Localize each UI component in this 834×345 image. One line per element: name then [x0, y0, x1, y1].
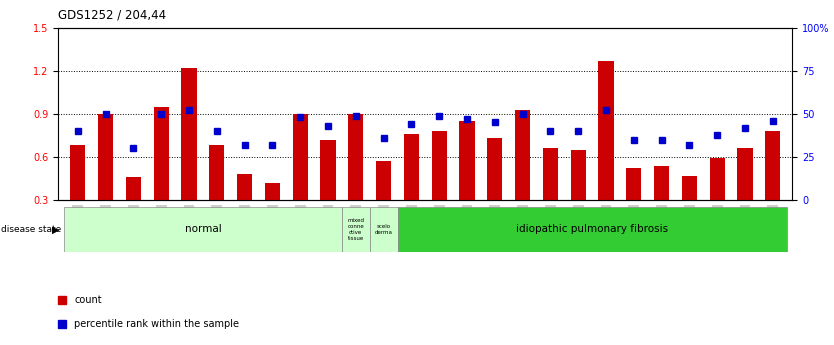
Bar — [431, 131, 447, 200]
Bar — [626, 168, 641, 200]
Bar — [126, 177, 141, 200]
Bar — [98, 114, 113, 200]
Bar — [570, 150, 585, 200]
Bar — [181, 68, 197, 200]
Bar — [376, 161, 391, 200]
Bar — [543, 148, 558, 200]
Bar — [342, 207, 369, 252]
Text: ▶: ▶ — [52, 225, 59, 234]
Bar — [460, 121, 475, 200]
Bar — [598, 61, 614, 200]
Bar — [765, 131, 781, 200]
Bar — [209, 146, 224, 200]
Text: count: count — [74, 295, 102, 305]
Text: idiopathic pulmonary fibrosis: idiopathic pulmonary fibrosis — [516, 225, 668, 234]
Bar — [710, 158, 725, 200]
Bar — [237, 174, 252, 200]
Text: percentile rank within the sample: percentile rank within the sample — [74, 319, 239, 329]
Bar — [293, 114, 308, 200]
Bar — [153, 107, 168, 200]
Bar — [654, 166, 669, 200]
Bar — [264, 183, 280, 200]
Bar — [404, 134, 419, 200]
Text: mixed
conne
ctive
tissue: mixed conne ctive tissue — [347, 218, 364, 240]
Text: disease state: disease state — [1, 225, 61, 234]
Bar — [320, 140, 335, 200]
Bar — [70, 146, 85, 200]
Bar — [515, 110, 530, 200]
Text: GDS1252 / 204,44: GDS1252 / 204,44 — [58, 9, 167, 22]
Bar — [681, 176, 697, 200]
Bar — [369, 207, 398, 252]
Bar — [398, 207, 786, 252]
Bar — [737, 148, 752, 200]
Text: normal: normal — [184, 225, 221, 234]
Text: scelo
derma: scelo derma — [374, 224, 393, 235]
Bar — [64, 207, 342, 252]
Bar — [348, 114, 364, 200]
Bar — [487, 138, 502, 200]
